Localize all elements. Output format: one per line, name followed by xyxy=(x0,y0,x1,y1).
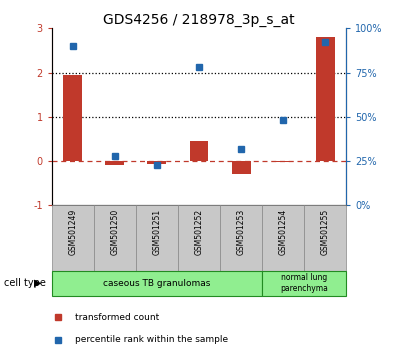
Text: transformed count: transformed count xyxy=(75,313,159,322)
Bar xyxy=(105,161,124,165)
Text: cell type: cell type xyxy=(4,278,46,288)
Text: ▶: ▶ xyxy=(34,278,41,288)
Text: GSM501251: GSM501251 xyxy=(152,209,162,255)
Text: GSM501249: GSM501249 xyxy=(68,209,77,255)
Bar xyxy=(232,161,250,175)
Bar xyxy=(52,271,262,296)
Bar xyxy=(189,141,209,161)
Title: GDS4256 / 218978_3p_s_at: GDS4256 / 218978_3p_s_at xyxy=(103,13,295,27)
Text: GSM501250: GSM501250 xyxy=(110,209,119,255)
Bar xyxy=(304,205,346,271)
Text: normal lung
parenchyma: normal lung parenchyma xyxy=(280,274,328,293)
Bar xyxy=(63,75,82,161)
Text: GSM501252: GSM501252 xyxy=(195,209,203,255)
Text: GSM501253: GSM501253 xyxy=(236,209,246,255)
Bar xyxy=(262,205,304,271)
Text: GSM501255: GSM501255 xyxy=(321,209,330,255)
Bar xyxy=(94,205,136,271)
Bar xyxy=(136,205,178,271)
Text: GSM501254: GSM501254 xyxy=(279,209,288,255)
Bar xyxy=(178,205,220,271)
Bar xyxy=(316,37,335,161)
Text: percentile rank within the sample: percentile rank within the sample xyxy=(75,335,228,344)
Bar xyxy=(262,271,346,296)
Bar xyxy=(52,205,94,271)
Bar xyxy=(274,161,293,162)
Bar xyxy=(220,205,262,271)
Text: caseous TB granulomas: caseous TB granulomas xyxy=(103,279,211,288)
Bar xyxy=(147,161,166,164)
